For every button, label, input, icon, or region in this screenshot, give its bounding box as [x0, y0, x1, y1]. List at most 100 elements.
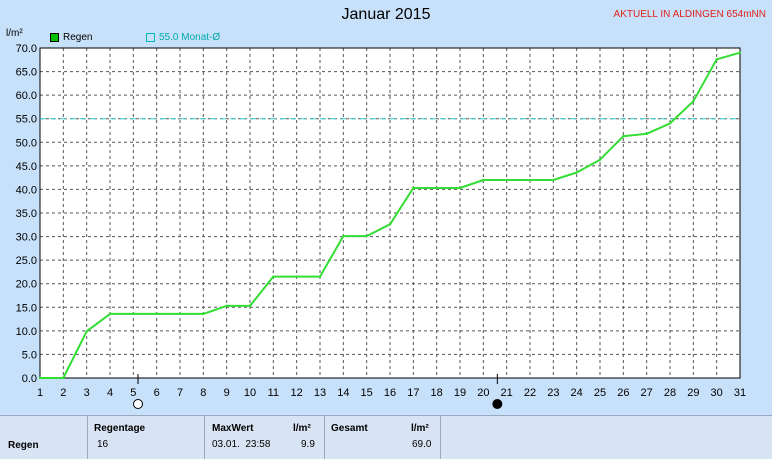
rain-data-point [528, 178, 532, 182]
y-tick-label: 50.0 [16, 137, 37, 149]
maxwert-unit: l/m² [293, 423, 311, 434]
x-tick-label: 15 [361, 387, 373, 399]
legend-average-swatch [146, 33, 155, 42]
x-tick-label: 31 [734, 387, 746, 399]
rain-data-point [575, 171, 578, 174]
chart-title: Januar 2015 [341, 6, 431, 23]
rain-chart: 0.0 5.0 10.0 15.0 20.0 25.0 30.0 35.0 40.0 45.0 50… [16, 43, 746, 409]
y-tick-label: 45.0 [16, 161, 37, 173]
x-tick-label: 2 [60, 387, 66, 399]
legend-rain-swatch [50, 33, 59, 42]
plot-frame [39, 47, 741, 379]
legend-average: 55.0 Monat-Ø [146, 32, 220, 43]
rain-data-point [108, 312, 112, 316]
legend-rain-label: Regen [63, 32, 93, 43]
rain-data-point [38, 376, 42, 380]
rain-data-point [715, 58, 718, 61]
x-tick-label: 19 [454, 387, 466, 399]
rain-data-point [458, 186, 462, 190]
rain-data-point [248, 304, 252, 308]
new-moon-icon [492, 399, 503, 409]
rain-data-point [505, 178, 508, 182]
y-tick-label: 30.0 [16, 232, 37, 244]
rain-data-point [155, 312, 158, 316]
y-tick-label: 40.0 [16, 184, 37, 196]
y-tick-label: 35.0 [16, 208, 37, 220]
x-tick-label: 18 [431, 387, 443, 399]
rain-data-point [692, 100, 695, 103]
y-tick-label: 0.0 [22, 373, 37, 385]
legend-average-label: 55.0 Monat-Ø [159, 32, 221, 43]
rain-data-point [295, 275, 298, 278]
y-tick-label: 60.0 [16, 90, 37, 102]
rain-data-point [598, 158, 602, 161]
stats-panel: Regen Regentage 16 MaxWert l/m² 03.01. 2… [0, 415, 772, 459]
rain-data-point [738, 51, 742, 54]
y-tick-label: 25.0 [16, 255, 37, 267]
x-tick-label: 16 [384, 387, 396, 399]
rain-data-point [388, 223, 392, 226]
x-tick-label: 7 [177, 387, 183, 399]
x-tick-label: 4 [107, 387, 113, 399]
stats-row-label-cell: Regen [0, 416, 88, 459]
rain-data-point [202, 312, 205, 316]
legend-rain: Regen [50, 32, 92, 43]
x-tick-label: 10 [244, 387, 256, 399]
stats-empty-cell [441, 416, 772, 459]
gesamt-value: 69.0 [412, 439, 432, 450]
y-tick-label: 15.0 [16, 302, 37, 314]
rain-data-point [318, 275, 322, 278]
stats-regentage-cell: Regentage 16 [88, 416, 205, 459]
x-tick-label: 30 [711, 387, 723, 399]
y-tick-label: 20.0 [16, 279, 37, 291]
gesamt-label: Gesamt [331, 423, 368, 434]
full-moon-icon [133, 399, 143, 409]
x-tick-label: 8 [200, 387, 206, 399]
x-tick-label: 24 [571, 387, 583, 399]
maxwert-value: 9.9 [301, 439, 315, 450]
x-tick-label: 12 [291, 387, 303, 399]
rain-data-point [342, 234, 345, 238]
x-tick-label: 29 [687, 387, 699, 399]
y-tick-label: 10.0 [16, 326, 37, 338]
maxwert-datetime: 03.01. 23:58 [212, 439, 271, 450]
x-tick-label: 25 [594, 387, 606, 399]
rain-data-point [132, 312, 135, 316]
rain-data-point [552, 178, 555, 182]
rain-data-point [62, 376, 65, 380]
y-axis-unit: l/m² [6, 28, 23, 39]
rain-data-point [272, 275, 275, 278]
rain-data-point [668, 122, 672, 125]
rain-data-point [225, 304, 228, 308]
x-tick-label: 1 [37, 387, 43, 399]
y-tick-label: 70.0 [16, 43, 37, 55]
rain-data-point [365, 234, 368, 238]
x-tick-label: 13 [314, 387, 326, 399]
x-tick-label: 11 [268, 387, 279, 399]
y-tick-label: 5.0 [22, 349, 37, 361]
x-tick-label: 6 [154, 387, 160, 399]
x-tick-label: 21 [501, 387, 513, 399]
x-tick-label: 3 [84, 387, 90, 399]
maxwert-label: MaxWert [212, 423, 254, 434]
rain-data-point [622, 134, 625, 138]
regentage-value: 16 [97, 439, 109, 450]
x-tick-label: 14 [337, 387, 349, 399]
x-tick-label: 23 [547, 387, 559, 399]
stats-row-label: Regen [8, 440, 39, 451]
x-tick-label: 20 [477, 387, 489, 399]
rain-data-point [645, 132, 648, 135]
x-tick-label: 26 [617, 387, 629, 399]
rain-data-point [412, 186, 415, 190]
x-tick-label: 17 [407, 387, 419, 399]
rain-data-point [482, 178, 485, 182]
x-tick-label: 22 [524, 387, 536, 399]
rain-data-point [85, 330, 88, 333]
x-tick-label: 27 [641, 387, 653, 399]
rain-data-point [178, 312, 182, 316]
x-tick-label: 5 [130, 387, 136, 399]
y-tick-label: 55.0 [16, 114, 37, 126]
x-tick-label: 9 [224, 387, 230, 399]
stats-gesamt-cell: Gesamt l/m² 69.0 [325, 416, 441, 459]
stats-maxwert-cell: MaxWert l/m² 03.01. 23:58 9.9 [205, 416, 325, 459]
